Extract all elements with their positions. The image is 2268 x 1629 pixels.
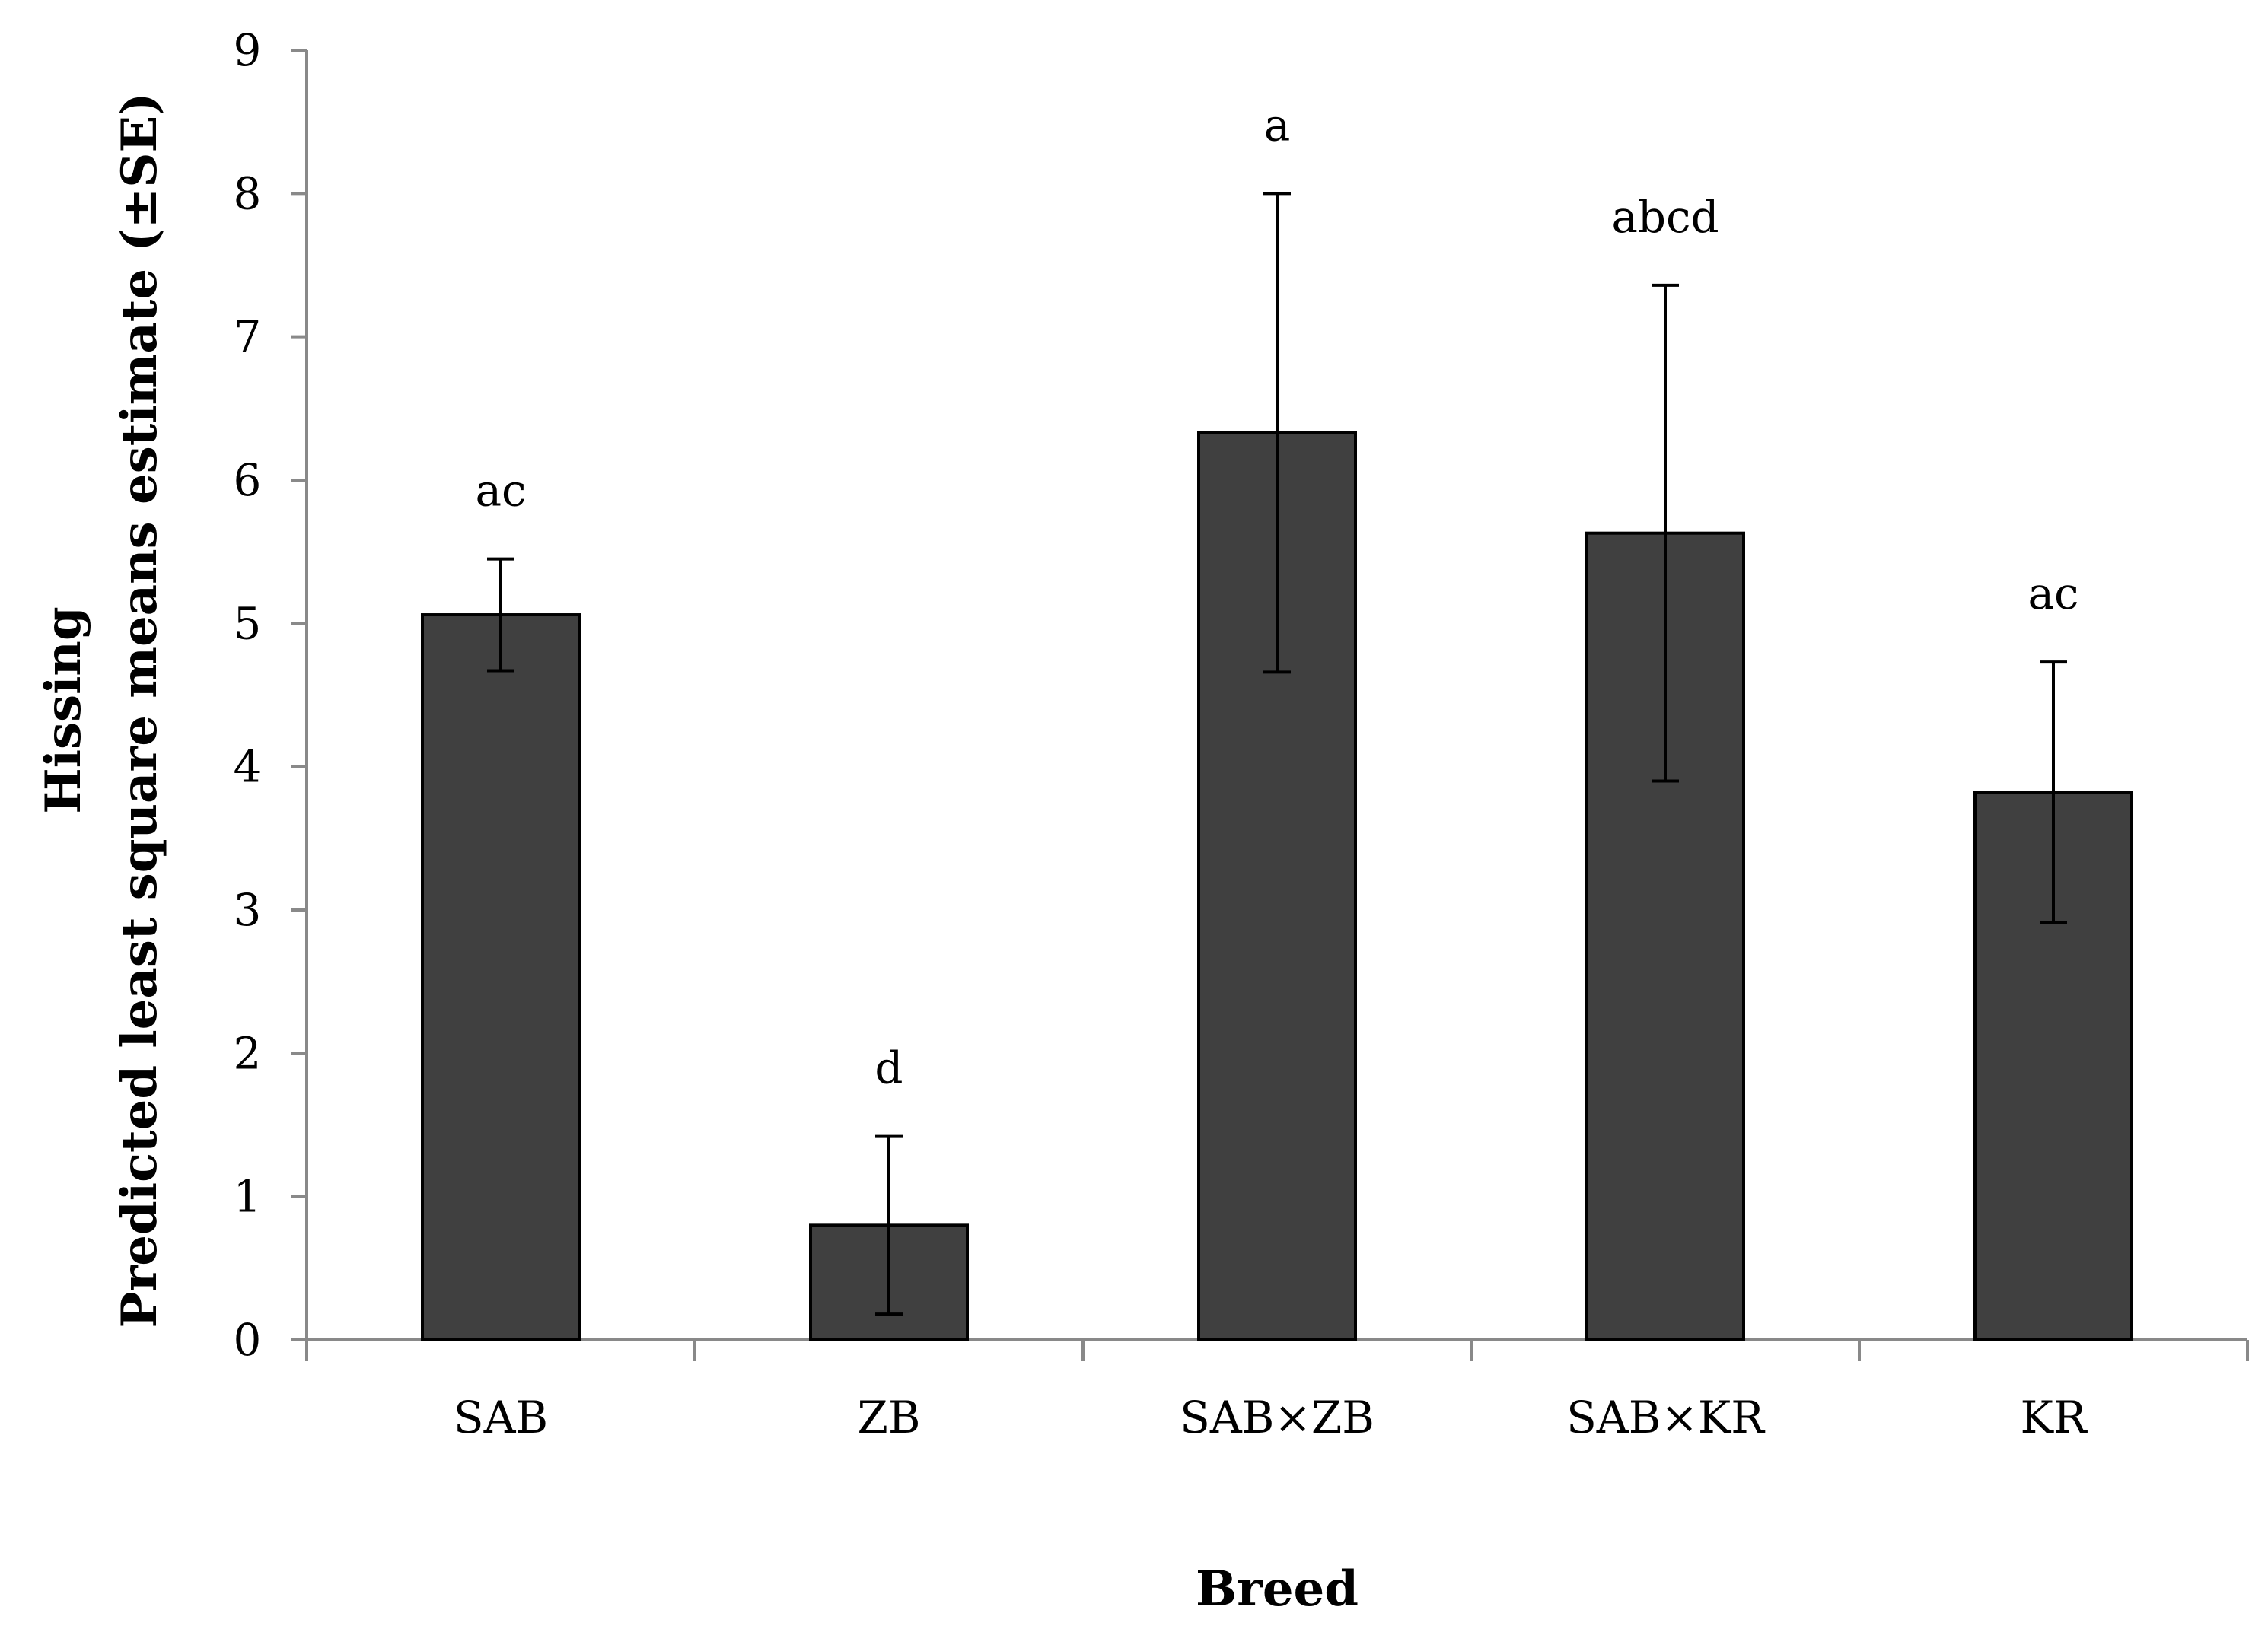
y-tick-label: 9 xyxy=(234,24,262,76)
x-category-label: SAB xyxy=(454,1392,548,1443)
labels: 0 1 2 3 4 5 6 7 8 9 SAB ac ZB d SAB×ZB a SAB×KR abcd KR ac xyxy=(234,24,2088,1443)
y-tick-label: 7 xyxy=(234,311,262,363)
significance-label: abcd xyxy=(1611,191,1719,243)
x-category-label: SAB×ZB xyxy=(1180,1392,1374,1443)
bars xyxy=(421,431,2133,1342)
y-axis-title-line-1: Hissing xyxy=(35,606,92,813)
y-tick-label: 5 xyxy=(234,597,262,649)
y-tick-label: 6 xyxy=(234,454,262,506)
y-axis-title-line-2: Predicted least square means estimate (±… xyxy=(111,92,168,1328)
y-tick-label: 1 xyxy=(234,1171,262,1223)
axes xyxy=(291,49,2249,1361)
significance-label: a xyxy=(1264,99,1291,151)
significance-label: ac xyxy=(2028,568,2078,619)
x-category-label: ZB xyxy=(858,1392,921,1443)
error-bars xyxy=(487,192,2067,1316)
x-category-label: SAB×KR xyxy=(1566,1392,1766,1443)
y-tick-label: 0 xyxy=(234,1314,262,1366)
y-tick-label: 3 xyxy=(234,884,262,936)
y-tick-label: 4 xyxy=(234,741,262,793)
significance-label: ac xyxy=(475,465,526,517)
bar-sab xyxy=(421,613,581,1341)
x-axis-title: Breed xyxy=(1196,1561,1359,1618)
x-category-label: KR xyxy=(2021,1392,2088,1443)
y-tick-label: 2 xyxy=(234,1027,262,1079)
significance-label: d xyxy=(874,1042,903,1094)
y-tick-label: 8 xyxy=(234,167,262,219)
